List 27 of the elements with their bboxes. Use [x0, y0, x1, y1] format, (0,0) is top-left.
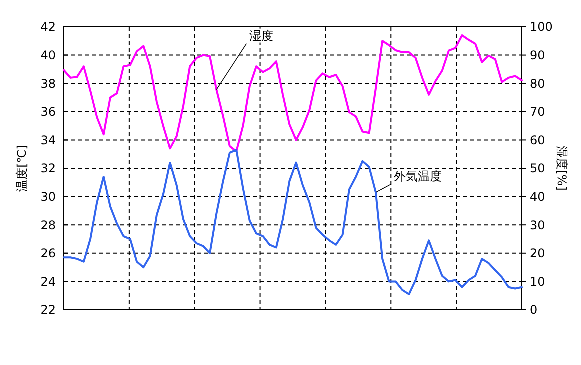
line-series: [63, 149, 523, 296]
series-label: 湿度: [250, 28, 274, 43]
y-tick-label: 30: [40, 190, 56, 204]
y-tick-label: 40: [40, 48, 56, 62]
y-tick-label: 24: [40, 274, 56, 289]
y2-tick-label: 90: [530, 48, 546, 62]
y2-tick-label: 80: [530, 76, 546, 91]
y2-tick-label: 70: [530, 105, 546, 120]
y2-tick-label: 50: [530, 162, 546, 176]
y2-axis-title: 湿度[%]: [555, 146, 569, 191]
y-axis-title: 温度[℃]: [15, 145, 29, 192]
y-tick-label: 42: [40, 20, 56, 34]
y2-tick-label: 100: [530, 20, 553, 34]
y2-tick-label: 20: [530, 246, 546, 261]
y-tick-label: 38: [40, 76, 56, 91]
y2-tick-label: 10: [530, 274, 546, 289]
y-tick-label: 36: [40, 105, 56, 120]
y2-tick-label: 0: [530, 303, 538, 318]
y-tick-label: 32: [40, 162, 56, 176]
y2-tick-label: 60: [530, 133, 546, 148]
y-tick-label: 26: [40, 246, 56, 261]
y-tick-label: 34: [40, 133, 56, 148]
y-tick-label: 28: [40, 218, 56, 232]
y2-tick-label: 30: [530, 218, 546, 232]
y2-tick-label: 40: [530, 190, 546, 204]
y-tick-label: 22: [40, 303, 56, 318]
series-label: 外気温度: [394, 170, 442, 184]
